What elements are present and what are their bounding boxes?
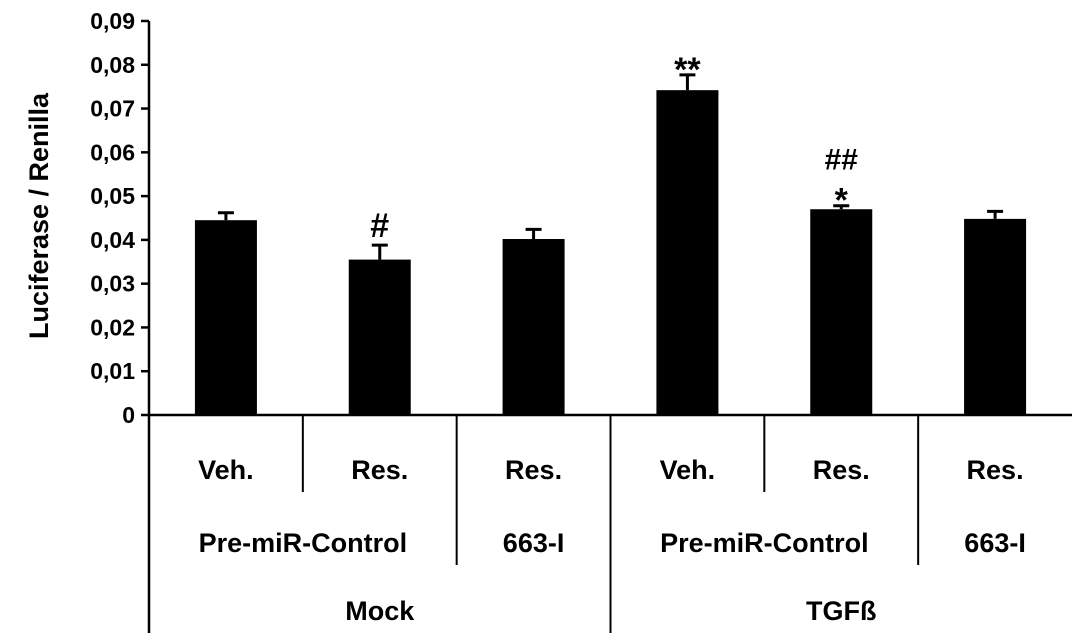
significance-annotations: #***## (370, 51, 858, 245)
x-category-label: Res. (813, 455, 870, 485)
bar (502, 239, 565, 415)
x-subgroup-label: Pre-miR-Control (199, 528, 408, 558)
x-subgroup-label: 663-I (503, 528, 565, 558)
x-group-label: TGFß (806, 596, 876, 626)
y-tick-label: 0,08 (90, 52, 135, 78)
bar (194, 220, 257, 415)
error-bars (217, 73, 1004, 260)
significance-mark: # (370, 207, 389, 245)
x-subgroup-label: Pre-miR-Control (660, 528, 869, 558)
y-tick-label: 0,03 (90, 271, 135, 297)
bar (964, 218, 1027, 415)
x-category-label: Veh. (198, 455, 254, 485)
y-tick-label: 0,05 (90, 183, 135, 209)
y-tick-label: 0,06 (90, 139, 135, 165)
bars (194, 90, 1027, 416)
y-tick-label: 0,02 (90, 314, 135, 340)
y-tick-label: 0,09 (90, 8, 135, 34)
significance-mark: * (835, 182, 849, 220)
x-axis-categories: Veh. Res. Res. Veh. Res. Res. Pre-miR-Control 6… (198, 415, 1026, 633)
significance-mark: ** (674, 51, 701, 89)
x-category-label: Res. (967, 455, 1024, 485)
x-category-label: Res. (351, 455, 408, 485)
bar (656, 90, 719, 416)
significance-mark-top: ## (825, 144, 859, 177)
y-tick-label: 0,04 (90, 227, 135, 253)
y-axis-label: Luciferase / Renilla (24, 92, 54, 339)
x-subgroup-label: 663-I (964, 528, 1026, 558)
y-tick-label: 0,07 (90, 96, 135, 122)
x-category-label: Veh. (660, 455, 716, 485)
y-axis: 0 0,01 0,02 0,03 0,04 0,05 0,06 0,07 0,08 0,09 (90, 8, 1072, 633)
y-tick-label: 0,01 (90, 358, 135, 384)
y-tick-label: 0 (122, 402, 135, 428)
bar (810, 209, 873, 415)
x-group-label: Mock (345, 596, 415, 626)
bar (348, 259, 411, 415)
x-category-label: Res. (505, 455, 562, 485)
